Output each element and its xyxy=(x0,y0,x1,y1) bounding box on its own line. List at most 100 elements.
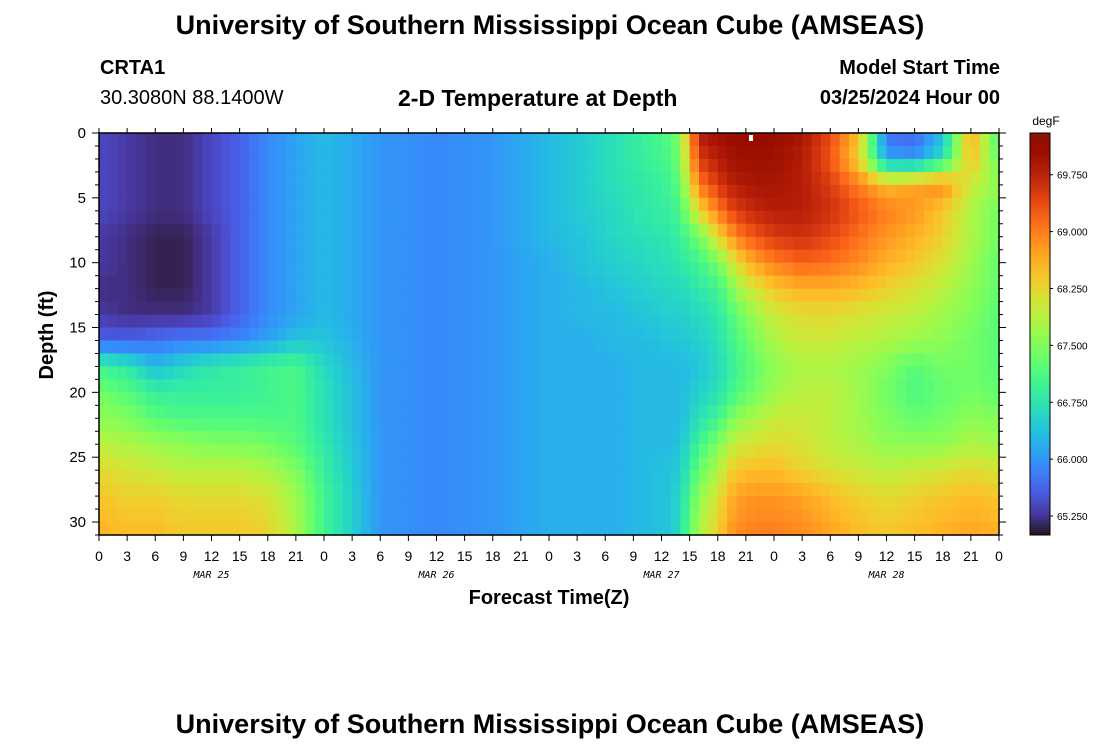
heatmap-cell xyxy=(108,184,119,199)
heatmap-cell xyxy=(849,496,859,510)
heatmap-cell xyxy=(220,314,231,329)
heatmap-cell xyxy=(961,366,972,380)
heatmap-cell xyxy=(586,418,597,432)
heatmap-cell xyxy=(136,210,147,225)
heatmap-cell xyxy=(361,457,372,471)
heatmap-cell xyxy=(830,392,841,406)
heatmap-cell xyxy=(642,366,653,380)
plot-title: 2-D Temperature at Depth xyxy=(398,85,678,111)
heatmap-cell xyxy=(549,197,559,212)
heatmap-cell xyxy=(689,133,700,147)
heatmap-cell xyxy=(802,418,813,432)
heatmap-cell xyxy=(689,405,700,419)
heatmap-cell xyxy=(220,262,231,277)
heatmap-cell xyxy=(305,509,316,523)
heatmap-cell xyxy=(961,171,972,186)
heatmap-cell xyxy=(642,158,653,173)
heatmap-cell xyxy=(661,353,672,368)
heatmap-cell xyxy=(455,496,466,510)
heatmap-cell xyxy=(858,133,869,147)
heatmap-cell xyxy=(380,457,391,471)
heatmap-cell xyxy=(699,301,709,316)
heatmap-cell xyxy=(380,171,391,186)
heatmap-cell xyxy=(277,171,288,186)
heatmap-cell xyxy=(886,288,897,303)
heatmap-cell xyxy=(820,353,831,368)
heatmap-cell xyxy=(389,197,400,212)
heatmap-cell xyxy=(464,392,475,406)
heatmap-cell xyxy=(905,314,916,329)
heatmap-cell xyxy=(802,431,813,445)
heatmap-cell xyxy=(652,197,663,212)
heatmap-cell xyxy=(117,457,128,471)
heatmap-cell xyxy=(614,405,625,419)
heatmap-cell xyxy=(736,184,747,199)
heatmap-cell xyxy=(258,327,269,342)
heatmap-cell xyxy=(136,457,147,471)
heatmap-cell xyxy=(192,158,203,173)
heatmap-cell xyxy=(867,405,878,419)
heatmap-cell xyxy=(680,483,691,497)
heatmap-cell xyxy=(783,223,794,238)
heatmap-cell xyxy=(858,210,869,225)
heatmap-cell xyxy=(970,405,981,419)
heatmap-cell xyxy=(314,301,325,316)
heatmap-cell xyxy=(895,470,906,484)
heatmap-cell xyxy=(333,522,344,536)
heatmap-cell xyxy=(980,379,991,393)
heatmap-cell xyxy=(689,288,700,303)
heatmap-cell xyxy=(239,301,250,316)
heatmap-cell xyxy=(811,405,822,419)
heatmap-cell xyxy=(483,418,494,432)
heatmap-cell xyxy=(492,184,503,199)
heatmap-cell xyxy=(689,496,700,510)
heatmap-cell xyxy=(670,340,681,355)
heatmap-cell xyxy=(277,301,288,316)
heatmap-cell xyxy=(961,184,972,199)
heatmap-cell xyxy=(474,405,484,419)
heatmap-cell xyxy=(989,353,1000,368)
heatmap-cell xyxy=(530,158,541,173)
heatmap-cell xyxy=(774,366,784,380)
heatmap-cell xyxy=(99,327,109,342)
heatmap-cell xyxy=(727,470,738,484)
heatmap-cell xyxy=(258,197,269,212)
heatmap-cell xyxy=(108,418,119,432)
heatmap-cell xyxy=(530,236,541,251)
heatmap-cell xyxy=(661,418,672,432)
heatmap-cell xyxy=(661,171,672,186)
heatmap-cell xyxy=(820,288,831,303)
heatmap-cell xyxy=(202,210,213,225)
heatmap-cell xyxy=(689,483,700,497)
heatmap-cell xyxy=(914,262,925,277)
heatmap-cell xyxy=(192,301,203,316)
heatmap-cell xyxy=(652,171,663,186)
heatmap-cell xyxy=(577,236,588,251)
heatmap-cell xyxy=(942,133,953,147)
heatmap-cell xyxy=(858,158,869,173)
heatmap-cell xyxy=(464,262,475,277)
heatmap-cell xyxy=(652,275,663,290)
heatmap-cell xyxy=(192,353,203,368)
heatmap-cell xyxy=(417,483,428,497)
heatmap-cell xyxy=(474,470,484,484)
heatmap-cell xyxy=(989,379,1000,393)
heatmap-cell xyxy=(408,418,419,432)
heatmap-cell xyxy=(989,457,1000,471)
heatmap-cell xyxy=(352,262,363,277)
heatmap-cell xyxy=(886,431,897,445)
heatmap-cell xyxy=(858,197,869,212)
heatmap-cell xyxy=(614,392,625,406)
heatmap-cell xyxy=(324,236,334,251)
heatmap-cell xyxy=(352,210,363,225)
heatmap-cell xyxy=(239,340,250,355)
heatmap-cell xyxy=(755,158,766,173)
heatmap-cell xyxy=(802,379,813,393)
heatmap-cell xyxy=(408,314,419,329)
heatmap-cell xyxy=(427,444,438,458)
heatmap-cell xyxy=(380,314,391,329)
heatmap-cell xyxy=(352,470,363,484)
heatmap-cell xyxy=(230,366,241,380)
heatmap-cell xyxy=(333,249,344,264)
footer-title: University of Southern Mississippi Ocean… xyxy=(175,709,925,739)
